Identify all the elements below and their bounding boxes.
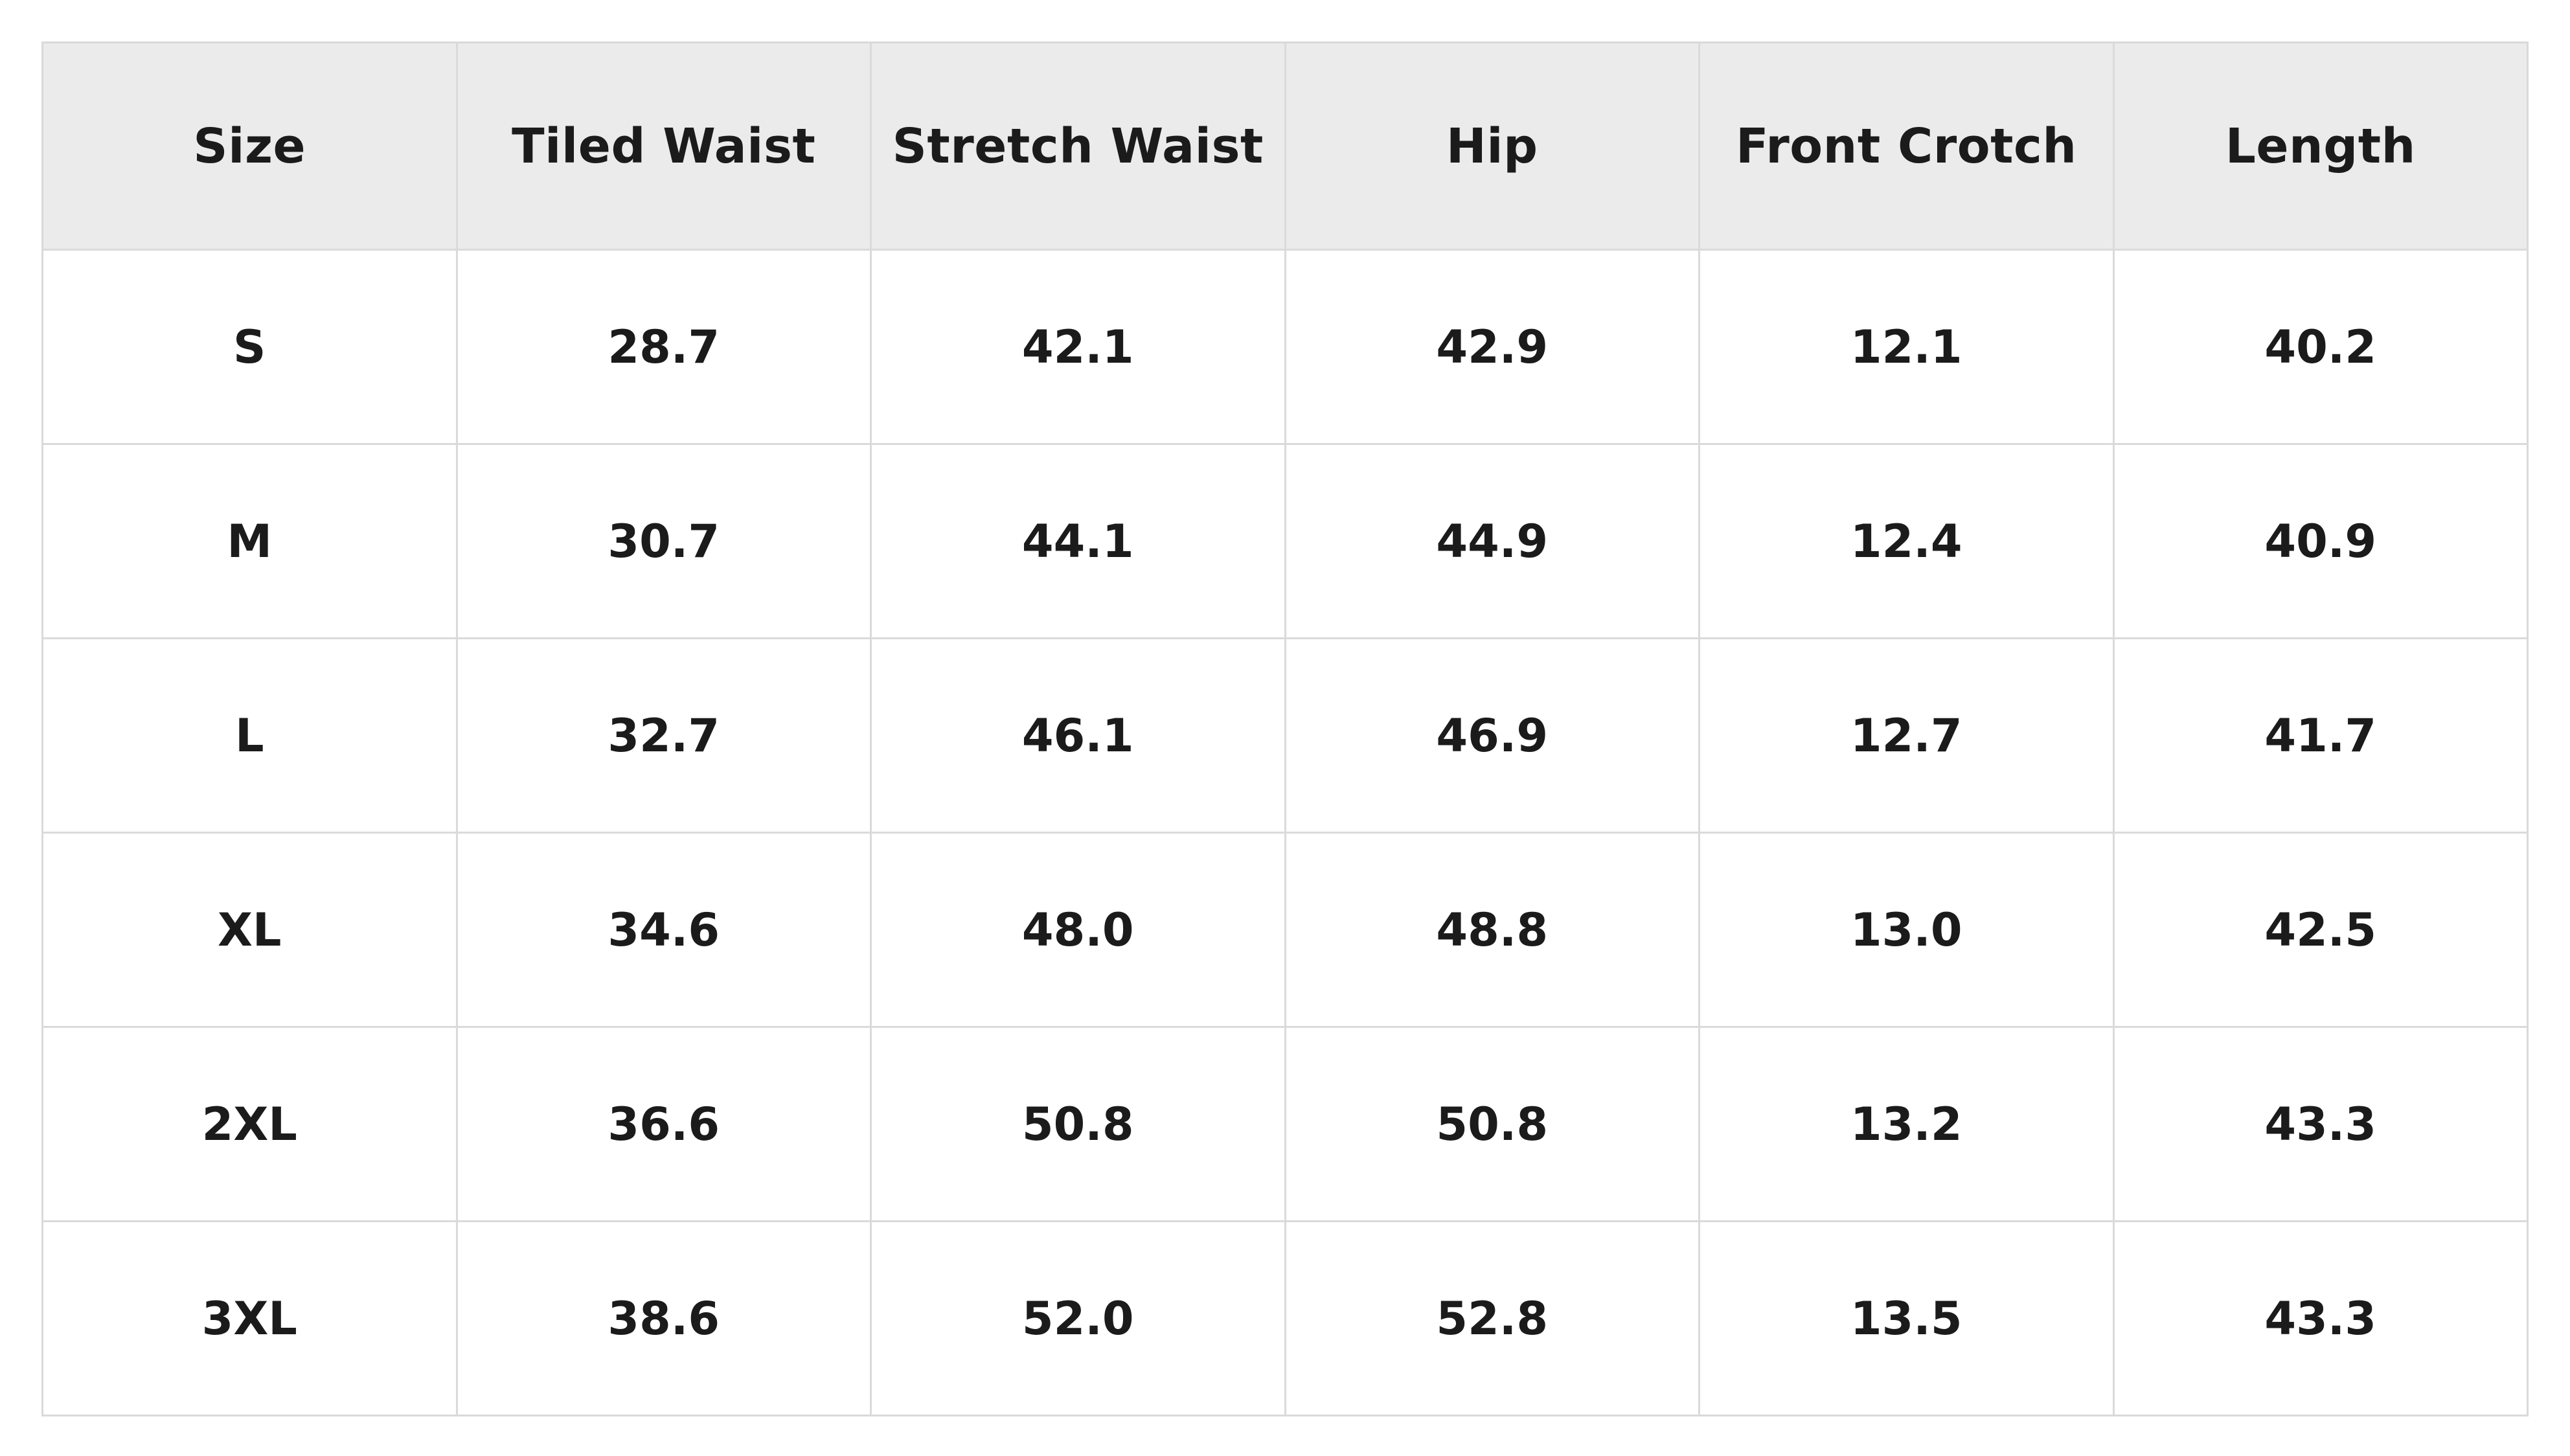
- cell-length: 40.9: [2112, 443, 2529, 639]
- cell-stretch-waist: 50.8: [870, 1026, 1286, 1222]
- cell-front-crotch: 13.0: [1698, 832, 2115, 1028]
- cell-size: S: [41, 249, 458, 445]
- cell-length: 42.5: [2112, 832, 2529, 1028]
- cell-tiled-waist: 36.6: [455, 1026, 872, 1222]
- table-row: M 30.7 44.1 44.9 12.4 40.9: [41, 443, 2529, 639]
- header-tiled-waist: Tiled Waist: [455, 41, 872, 251]
- cell-size: M: [41, 443, 458, 639]
- cell-size: 3XL: [41, 1220, 458, 1416]
- header-size: Size: [41, 41, 458, 251]
- cell-hip: 42.9: [1284, 249, 1700, 445]
- cell-stretch-waist: 52.0: [870, 1220, 1286, 1416]
- cell-front-crotch: 12.4: [1698, 443, 2115, 639]
- cell-hip: 44.9: [1284, 443, 1700, 639]
- table-row: S 28.7 42.1 42.9 12.1 40.2: [41, 249, 2529, 445]
- cell-hip: 46.9: [1284, 637, 1700, 834]
- table-header: Size Tiled Waist Stretch Waist Hip Front…: [41, 41, 2529, 251]
- cell-front-crotch: 12.1: [1698, 249, 2115, 445]
- cell-size: L: [41, 637, 458, 834]
- cell-length: 43.3: [2112, 1220, 2529, 1416]
- header-length: Length: [2112, 41, 2529, 251]
- cell-stretch-waist: 42.1: [870, 249, 1286, 445]
- header-hip: Hip: [1284, 41, 1700, 251]
- cell-front-crotch: 12.7: [1698, 637, 2115, 834]
- cell-stretch-waist: 48.0: [870, 832, 1286, 1028]
- cell-tiled-waist: 30.7: [455, 443, 872, 639]
- cell-stretch-waist: 46.1: [870, 637, 1286, 834]
- table-row: 3XL 38.6 52.0 52.8 13.5 43.3: [41, 1220, 2529, 1416]
- cell-length: 41.7: [2112, 637, 2529, 834]
- cell-length: 43.3: [2112, 1026, 2529, 1222]
- cell-hip: 50.8: [1284, 1026, 1700, 1222]
- size-chart-table: Size Tiled Waist Stretch Waist Hip Front…: [41, 41, 2529, 1416]
- cell-front-crotch: 13.2: [1698, 1026, 2115, 1222]
- header-row: Size Tiled Waist Stretch Waist Hip Front…: [41, 41, 2529, 251]
- table-row: XL 34.6 48.0 48.8 13.0 42.5: [41, 832, 2529, 1028]
- cell-tiled-waist: 32.7: [455, 637, 872, 834]
- cell-front-crotch: 13.5: [1698, 1220, 2115, 1416]
- header-stretch-waist: Stretch Waist: [870, 41, 1286, 251]
- cell-size: XL: [41, 832, 458, 1028]
- cell-stretch-waist: 44.1: [870, 443, 1286, 639]
- cell-size: 2XL: [41, 1026, 458, 1222]
- cell-tiled-waist: 28.7: [455, 249, 872, 445]
- cell-tiled-waist: 34.6: [455, 832, 872, 1028]
- table-row: 2XL 36.6 50.8 50.8 13.2 43.3: [41, 1026, 2529, 1222]
- cell-length: 40.2: [2112, 249, 2529, 445]
- table-body: S 28.7 42.1 42.9 12.1 40.2 M 30.7 44.1 4…: [41, 249, 2529, 1416]
- table-row: L 32.7 46.1 46.9 12.7 41.7: [41, 637, 2529, 834]
- cell-tiled-waist: 38.6: [455, 1220, 872, 1416]
- cell-hip: 48.8: [1284, 832, 1700, 1028]
- cell-hip: 52.8: [1284, 1220, 1700, 1416]
- header-front-crotch: Front Crotch: [1698, 41, 2115, 251]
